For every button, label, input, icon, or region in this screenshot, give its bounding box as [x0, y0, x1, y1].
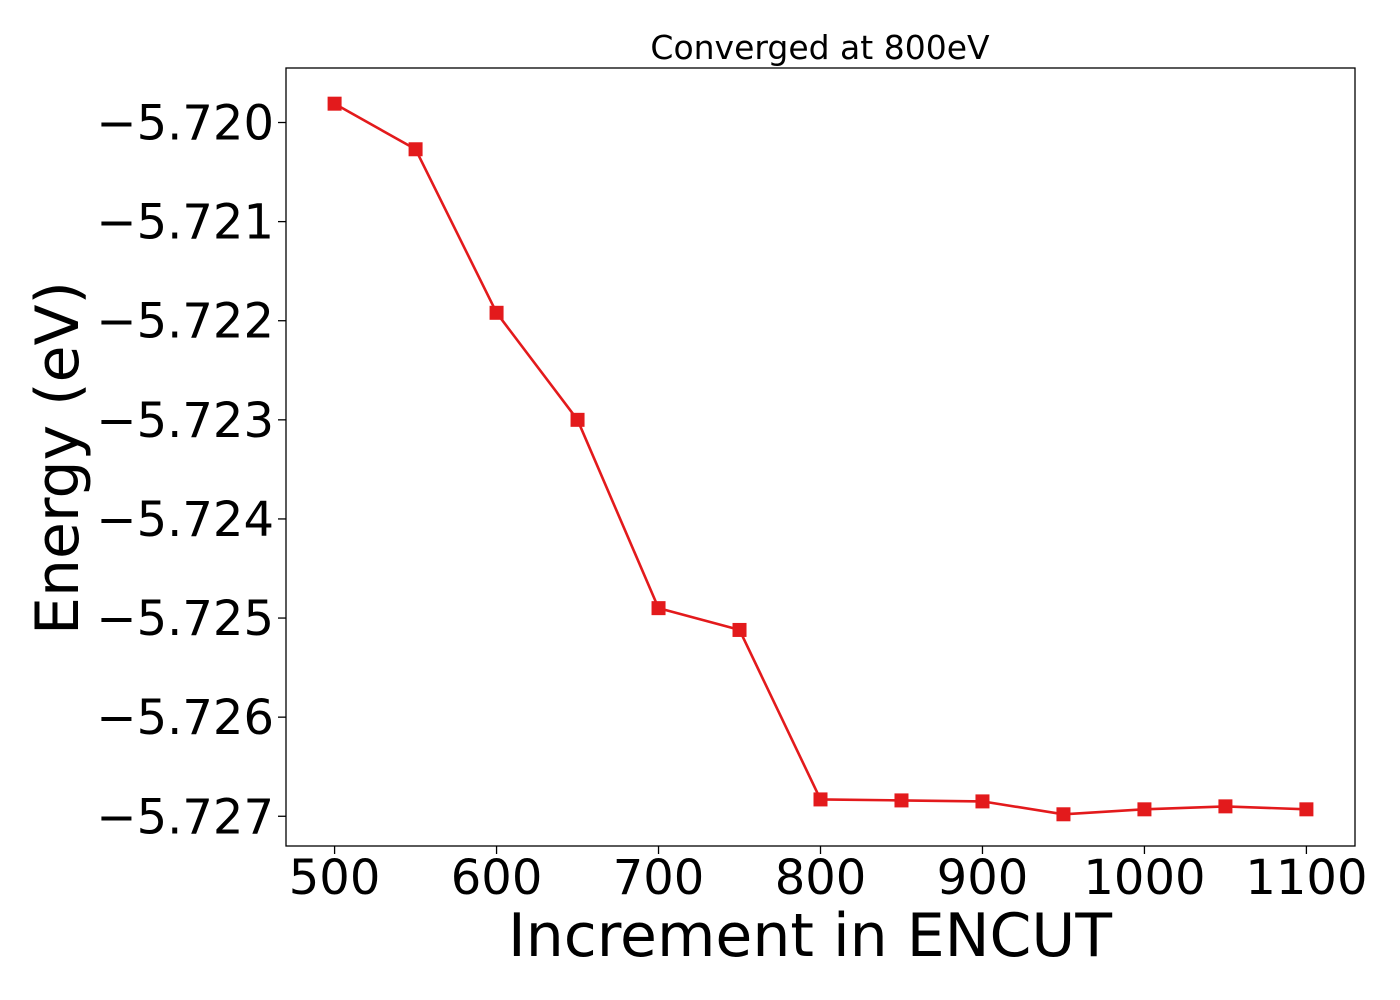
x-tick-label: 900	[937, 850, 1029, 906]
axis-ticks: 500 600 700 800 900 1000 1100 −5.720 −5.721 −5.72…	[96, 96, 1367, 906]
data-point-marker	[975, 794, 990, 809]
x-tick-label: 600	[451, 850, 543, 906]
data-point-marker	[1056, 807, 1071, 822]
data-point-marker	[1137, 802, 1152, 817]
x-axis-label: Increment in ENCUT	[508, 901, 1112, 971]
data-point-marker	[489, 305, 504, 320]
y-tick-label: −5.727	[96, 789, 274, 845]
data-point-marker	[570, 412, 585, 427]
data-point-marker	[732, 622, 747, 637]
data-point-marker	[894, 793, 909, 808]
y-tick-label: −5.720	[96, 96, 274, 152]
y-tick-label: −5.723	[96, 393, 274, 449]
series-points	[327, 96, 1314, 822]
x-tick-label: 800	[775, 850, 867, 906]
chart-title: Converged at 800eV	[650, 28, 990, 67]
data-point-marker	[1299, 802, 1314, 817]
data-point-marker	[408, 142, 423, 157]
y-tick-label: −5.726	[96, 690, 274, 746]
x-tick-label: 1000	[1083, 850, 1205, 906]
x-tick-label: 700	[613, 850, 705, 906]
y-tick-label: −5.721	[96, 195, 274, 251]
y-tick-label: −5.722	[96, 294, 274, 350]
plot-area-frame	[285, 67, 1356, 847]
data-point-marker	[327, 96, 342, 111]
y-axis-label: Energy (eV)	[23, 281, 93, 635]
x-tick-label: 1100	[1245, 850, 1367, 906]
data-point-marker	[813, 792, 828, 807]
data-point-marker	[1218, 799, 1233, 814]
data-point-marker	[651, 601, 666, 616]
x-tick-label: 500	[289, 850, 381, 906]
y-tick-label: −5.725	[96, 591, 274, 647]
y-tick-label: −5.724	[96, 492, 274, 548]
